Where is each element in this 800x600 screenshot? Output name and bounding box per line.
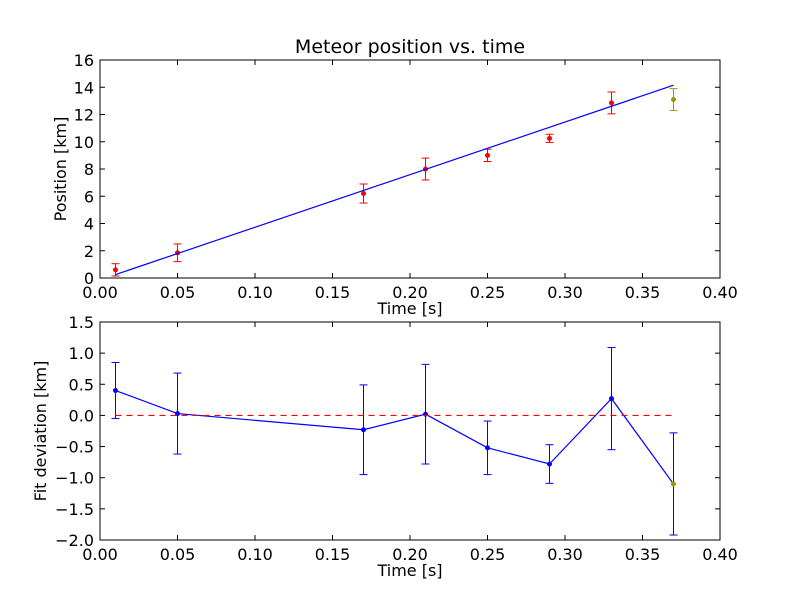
- position-ytick-label: 14: [74, 78, 94, 97]
- deviation-xtick-label: 0.10: [237, 545, 273, 564]
- position-plot-xlabel: Time [s]: [376, 299, 442, 318]
- deviation-deviation-line: [115, 389, 674, 485]
- deviation-ytick-label: −0.5: [55, 438, 94, 457]
- position-ytick-label: 12: [74, 106, 94, 125]
- deviation-plot-ylabel: Fit deviation [km]: [31, 361, 50, 502]
- position-plot-marks: [111, 84, 678, 277]
- position-data-point: [484, 152, 491, 158]
- position-xtick-label: 0.00: [82, 283, 118, 302]
- position-data-point: [112, 267, 119, 273]
- position-ytick-label: 0: [84, 269, 94, 288]
- position-data-point: [608, 100, 615, 106]
- deviation-xtick-label: 0.40: [702, 545, 738, 564]
- deviation-ytick-label: 1.0: [69, 344, 94, 363]
- deviation-data-point: [546, 461, 553, 467]
- position-xtick-label: 0.15: [315, 283, 351, 302]
- deviation-xtick-label: 0.15: [315, 545, 351, 564]
- deviation-data-point: [670, 481, 677, 487]
- position-xtick-label: 0.05: [160, 283, 196, 302]
- position-ytick-label: 16: [74, 51, 94, 70]
- position-ytick-label: 4: [84, 215, 94, 234]
- position-xtick-label: 0.30: [547, 283, 583, 302]
- deviation-data-point: [174, 411, 181, 417]
- position-xtick-label: 0.35: [625, 283, 661, 302]
- deviation-data-point: [484, 445, 491, 451]
- position-xtick-label: 0.10: [237, 283, 273, 302]
- position-xtick-label: 0.20: [392, 283, 428, 302]
- deviation-plot-xlabel: Time [s]: [376, 561, 442, 580]
- deviation-xtick-label: 0.05: [160, 545, 196, 564]
- deviation-plot-marks: [111, 347, 678, 536]
- deviation-plot-ticks: 0.00 0.05 0.10 0.15 0.20 0.25 0.30 0.35 0.40 −2.0…: [55, 313, 738, 564]
- deviation-data-point: [608, 396, 615, 402]
- position-plot-ticks: 0.00 0.05 0.10 0.15 0.20 0.25 0.30 0.35 0.40 0 2 4 6…: [74, 51, 738, 302]
- deviation-ytick-label: 0.0: [69, 406, 94, 425]
- position-data-point: [670, 96, 677, 103]
- deviation-ytick-label: 1.5: [69, 313, 94, 332]
- position-fit-line: [115, 84, 674, 276]
- position-ytick-label: 8: [84, 160, 94, 179]
- position-ytick-label: 2: [84, 242, 94, 261]
- deviation-ytick-label: 0.5: [69, 375, 94, 394]
- deviation-ytick-label: −2.0: [55, 531, 94, 550]
- deviation-data-point: [360, 427, 367, 433]
- position-data-point: [546, 135, 553, 141]
- deviation-ytick-label: −1.5: [55, 500, 94, 519]
- position-ytick-label: 10: [74, 133, 94, 152]
- deviation-xtick-label: 0.00: [82, 545, 118, 564]
- position-xtick-label: 0.25: [470, 283, 506, 302]
- position-plot-ylabel: Position [km]: [51, 117, 70, 222]
- deviation-xtick-label: 0.25: [470, 545, 506, 564]
- deviation-plot: 0.00 0.05 0.10 0.15 0.20 0.25 0.30 0.35 0.40 −2.0…: [31, 313, 738, 580]
- deviation-ytick-label: −1.0: [55, 469, 94, 488]
- position-plot-title: Meteor position vs. time: [295, 36, 525, 58]
- position-plot: Meteor position vs. time 0.00 0.05 0.10 0.1…: [51, 36, 738, 318]
- deviation-xtick-label: 0.35: [625, 545, 661, 564]
- position-xtick-label: 0.40: [702, 283, 738, 302]
- position-data-point: [360, 190, 367, 197]
- deviation-data-point: [112, 387, 119, 394]
- deviation-xtick-label: 0.20: [392, 545, 428, 564]
- deviation-xtick-label: 0.30: [547, 545, 583, 564]
- position-ytick-label: 6: [84, 187, 94, 206]
